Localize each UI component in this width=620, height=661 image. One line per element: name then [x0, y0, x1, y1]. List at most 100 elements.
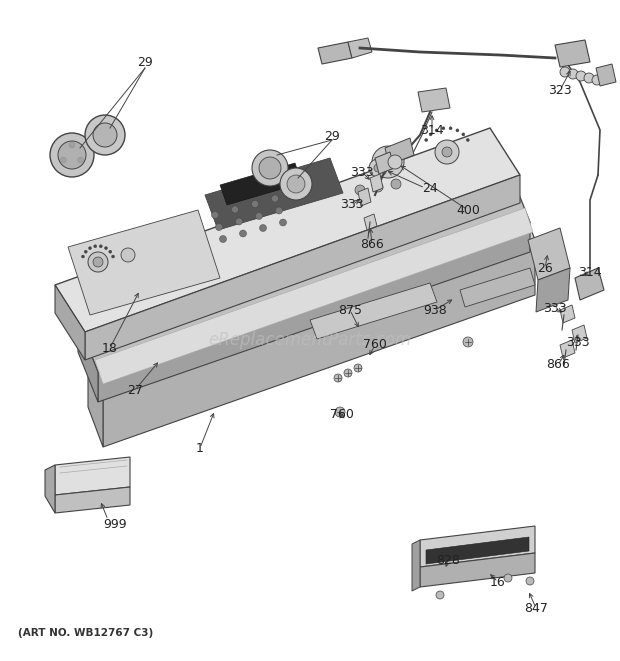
Text: 314: 314 [420, 124, 444, 137]
Text: 1: 1 [196, 442, 204, 455]
Circle shape [449, 127, 452, 130]
Circle shape [592, 75, 602, 85]
Polygon shape [572, 325, 587, 343]
Text: 847: 847 [524, 602, 548, 615]
Circle shape [108, 251, 112, 253]
Circle shape [429, 133, 432, 136]
Polygon shape [420, 553, 535, 587]
Circle shape [344, 369, 352, 377]
Circle shape [334, 374, 342, 382]
Polygon shape [318, 42, 352, 64]
Circle shape [436, 591, 444, 599]
Circle shape [121, 248, 135, 262]
Circle shape [85, 115, 125, 155]
Circle shape [374, 164, 382, 172]
Circle shape [93, 123, 117, 147]
Circle shape [425, 139, 428, 141]
Polygon shape [460, 268, 535, 307]
Text: 760: 760 [330, 408, 354, 422]
Polygon shape [555, 40, 590, 67]
Text: 29: 29 [137, 56, 153, 69]
Circle shape [252, 200, 259, 208]
Polygon shape [575, 268, 604, 300]
Circle shape [58, 141, 86, 169]
Polygon shape [560, 305, 575, 323]
Text: 333: 333 [350, 165, 374, 178]
Polygon shape [418, 88, 450, 112]
Circle shape [81, 255, 84, 258]
Polygon shape [45, 465, 55, 513]
Circle shape [280, 219, 286, 226]
Circle shape [112, 255, 115, 258]
Text: 866: 866 [546, 358, 570, 371]
Text: 333: 333 [566, 336, 590, 348]
Polygon shape [358, 188, 371, 206]
Circle shape [99, 245, 102, 248]
Circle shape [280, 168, 312, 200]
Circle shape [355, 185, 365, 195]
Circle shape [93, 257, 103, 267]
Circle shape [239, 230, 247, 237]
Circle shape [236, 218, 242, 225]
Polygon shape [310, 283, 437, 339]
Text: eReplacementParts.com: eReplacementParts.com [208, 331, 412, 349]
Polygon shape [420, 526, 535, 567]
Text: 323: 323 [548, 83, 572, 97]
Circle shape [435, 129, 438, 132]
Polygon shape [596, 64, 616, 86]
Circle shape [463, 337, 473, 347]
Circle shape [442, 127, 445, 130]
Text: 29: 29 [324, 130, 340, 143]
Text: 333: 333 [340, 198, 364, 212]
Circle shape [105, 247, 107, 250]
Text: 760: 760 [363, 338, 387, 352]
Text: (ART NO. WB12767 C3): (ART NO. WB12767 C3) [18, 628, 153, 638]
Polygon shape [78, 322, 98, 402]
Text: 999: 999 [103, 518, 127, 531]
Polygon shape [78, 172, 530, 372]
Circle shape [211, 212, 218, 219]
Polygon shape [385, 138, 414, 165]
Text: 16: 16 [490, 576, 506, 588]
Circle shape [373, 182, 383, 192]
Circle shape [354, 364, 362, 372]
Polygon shape [205, 158, 343, 230]
Circle shape [526, 577, 534, 585]
Polygon shape [528, 228, 570, 280]
Polygon shape [375, 152, 394, 174]
Circle shape [380, 154, 396, 170]
Circle shape [275, 207, 283, 214]
Circle shape [272, 195, 278, 202]
Polygon shape [55, 487, 130, 513]
Polygon shape [68, 210, 220, 315]
Circle shape [216, 223, 223, 231]
Polygon shape [426, 537, 529, 564]
Circle shape [60, 157, 66, 163]
Circle shape [231, 206, 239, 213]
Circle shape [560, 67, 570, 77]
Polygon shape [412, 540, 420, 591]
Circle shape [369, 159, 387, 177]
Text: 314: 314 [578, 266, 602, 278]
Text: 400: 400 [456, 204, 480, 217]
Circle shape [252, 150, 288, 186]
Polygon shape [560, 340, 575, 358]
Circle shape [335, 407, 345, 417]
Circle shape [504, 574, 512, 582]
Circle shape [88, 252, 108, 272]
Circle shape [388, 155, 402, 169]
Circle shape [50, 133, 94, 177]
Circle shape [442, 147, 452, 157]
Circle shape [94, 245, 97, 248]
Circle shape [78, 157, 84, 163]
Polygon shape [348, 38, 372, 58]
Polygon shape [55, 457, 130, 495]
Polygon shape [220, 163, 302, 205]
Text: 26: 26 [537, 262, 553, 274]
Circle shape [466, 139, 469, 141]
Circle shape [255, 212, 262, 219]
Circle shape [576, 71, 586, 81]
Circle shape [69, 142, 75, 148]
Circle shape [462, 133, 465, 136]
Circle shape [89, 247, 92, 250]
